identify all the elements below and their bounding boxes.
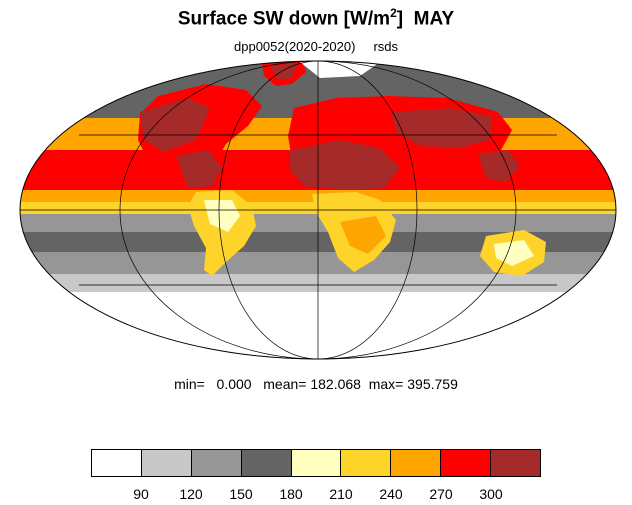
statistics-line: min= 0.000 mean= 182.068 max= 395.759 [0,376,632,392]
color-bar-tick-label: 120 [179,486,203,502]
color-swatch [341,450,392,476]
color-swatch [441,450,492,476]
color-swatch [141,450,192,476]
min-value: 0.000 [216,376,252,392]
max-value: 395.759 [407,376,458,392]
experiment-label: dpp0052(2020-2020) [234,39,356,54]
color-bar-tick-label: 300 [479,486,503,502]
color-bar-tick-label: 150 [229,486,253,502]
color-swatch [291,450,342,476]
mean-label: mean= [263,376,307,392]
max-label: max= [368,376,404,392]
color-bar [91,449,541,477]
color-bar-tick-label: 270 [429,486,453,502]
color-swatch [92,450,142,476]
color-bar-tick-label: 90 [133,486,149,502]
color-swatch [491,450,541,476]
color-bar-tick-label: 240 [379,486,403,502]
map-title: Surface SW down [W/m2] MAY [177,6,455,30]
variable-label: rsds [373,39,398,54]
color-bar-tick-label: 180 [279,486,303,502]
color-swatch [241,450,292,476]
map-subtitle: dpp0052(2020-2020) rsds [0,39,632,54]
color-swatch [391,450,442,476]
color-bar-tick-label: 210 [329,486,353,502]
mean-value: 182.068 [310,376,361,392]
color-swatch [191,450,242,476]
min-label: min= [174,376,205,392]
map-outline [19,60,617,360]
